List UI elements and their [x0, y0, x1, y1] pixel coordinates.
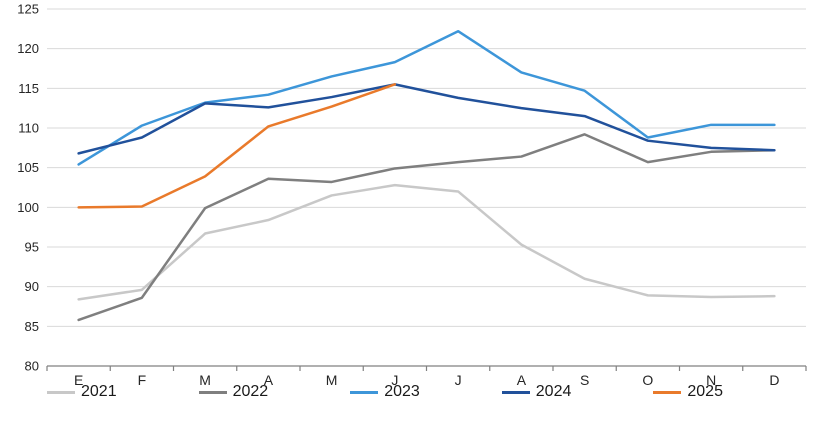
legend-label: 2021 — [81, 383, 117, 400]
series-line-2024[interactable] — [77, 83, 776, 155]
x-axis-tick-label: O — [642, 372, 653, 388]
legend-swatch-2022 — [198, 390, 227, 394]
chart-legend: 2021 2022 2023 2024 2025 — [47, 384, 723, 400]
legend-item-2023[interactable]: 2023 — [350, 384, 420, 400]
legend-swatch-2025 — [653, 390, 682, 394]
x-axis-tick-label: N — [706, 372, 716, 388]
y-axis-labels: 80 85 90 95 100 105 110 115 120 125 — [17, 2, 39, 374]
series-line-2021[interactable] — [77, 183, 776, 301]
x-axis-tick-label: F — [138, 372, 147, 388]
x-axis-tick-label: M — [199, 372, 211, 388]
legend-item-2021[interactable]: 2021 — [47, 384, 117, 400]
series-lines — [77, 29, 776, 322]
legend-label: 2025 — [687, 383, 723, 400]
x-axis-tick-label: A — [517, 372, 527, 388]
series-line-2025[interactable] — [77, 83, 397, 209]
x-axis-tick-label: E — [74, 372, 83, 388]
y-axis-tick-label: 80 — [25, 359, 39, 374]
legend-swatch-2021 — [47, 390, 75, 394]
y-axis-tick-label: 85 — [25, 319, 39, 334]
legend-label: 2023 — [384, 383, 420, 400]
x-axis-tick-label: A — [264, 372, 274, 388]
y-axis-tick-label: 110 — [18, 121, 39, 136]
y-axis-tick-label: 120 — [17, 41, 39, 56]
series-line-2023[interactable] — [77, 29, 776, 166]
y-axis-tick-label: 105 — [17, 160, 39, 175]
y-axis-tick-label: 90 — [25, 279, 39, 294]
x-axis-tick-label: J — [391, 372, 398, 388]
x-axis-tick-label: M — [326, 372, 338, 388]
legend-swatch-2023 — [350, 390, 379, 394]
x-axis-tick-label: S — [580, 372, 589, 388]
legend-swatch-2024 — [501, 390, 530, 394]
x-axis-tick-label: J — [455, 372, 462, 388]
legend-item-2024[interactable]: 2024 — [501, 383, 572, 400]
x-axis — [46, 365, 807, 371]
x-axis-tick-label: D — [769, 372, 779, 388]
legend-label: 2024 — [535, 383, 572, 400]
y-axis-tick-label: 125 — [17, 2, 39, 17]
gridlines — [47, 8, 806, 327]
legend-item-2025[interactable]: 2025 — [653, 384, 723, 400]
legend-item-2022[interactable]: 2022 — [198, 383, 269, 400]
legend-label: 2022 — [232, 383, 269, 400]
y-axis-tick-label: 100 — [17, 200, 39, 215]
y-axis-tick-label: 95 — [25, 240, 39, 255]
y-axis-tick-label: 115 — [18, 81, 39, 96]
series-line-2022[interactable] — [77, 133, 776, 322]
